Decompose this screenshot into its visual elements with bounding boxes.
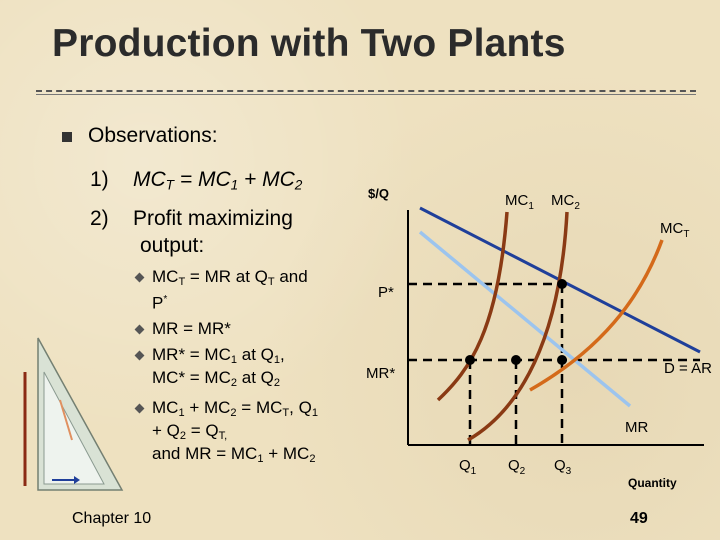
item-2-number: 2) — [90, 207, 109, 230]
title-divider-line — [36, 94, 696, 95]
mct-curve — [529, 239, 664, 392]
observations-label: Observations: — [88, 124, 218, 147]
item-2-line-1: Profit maximizing — [133, 207, 293, 230]
q3-mr-point — [557, 355, 567, 365]
item-1-number: 1) — [90, 168, 109, 191]
slide-title: Production with Two Plants — [52, 22, 566, 65]
p-star-point — [557, 279, 567, 289]
mc2-label: MC2 — [551, 192, 580, 212]
demand-label: D = AR — [664, 360, 712, 377]
sub-item-2: MR = MR* — [152, 319, 231, 338]
bullet-square-icon — [62, 132, 72, 142]
sub-item-1: MCT = MR at QT and P* — [152, 267, 308, 313]
q2-point — [511, 355, 521, 365]
y-axis-label: $/Q — [368, 186, 389, 201]
mr-star-label: MR* — [366, 365, 395, 382]
mc1-label: MC1 — [505, 192, 534, 212]
q2-label: Q2 — [508, 457, 526, 477]
q1-label: Q1 — [459, 457, 477, 477]
mc1-curve — [436, 211, 509, 402]
p-star-label: P* — [378, 284, 394, 301]
q3-label: Q3 — [554, 457, 572, 477]
title-divider — [36, 90, 696, 92]
x-axis-label: Quantity — [628, 476, 677, 490]
item-2-line-2: output: — [140, 234, 205, 257]
footer-chapter: Chapter 10 — [72, 510, 152, 527]
mr-line — [418, 230, 632, 408]
item-1-equation: MCT = MC1 + MC2 — [133, 168, 303, 193]
mr-label: MR — [625, 419, 648, 436]
mc2-curve — [467, 211, 569, 442]
sub-item-3: MR* = MC1 at Q1, MC* = MC2 at Q2 — [152, 345, 285, 389]
sub-item-4: MC1 + MC2 = MCT, Q1 + Q2 = QT, and MR = MC… — [152, 398, 318, 465]
triangle-ruler-icon — [23, 337, 124, 491]
q1-point — [465, 355, 475, 365]
page-number: 49 — [630, 510, 648, 527]
mct-label: MCT — [660, 220, 689, 240]
